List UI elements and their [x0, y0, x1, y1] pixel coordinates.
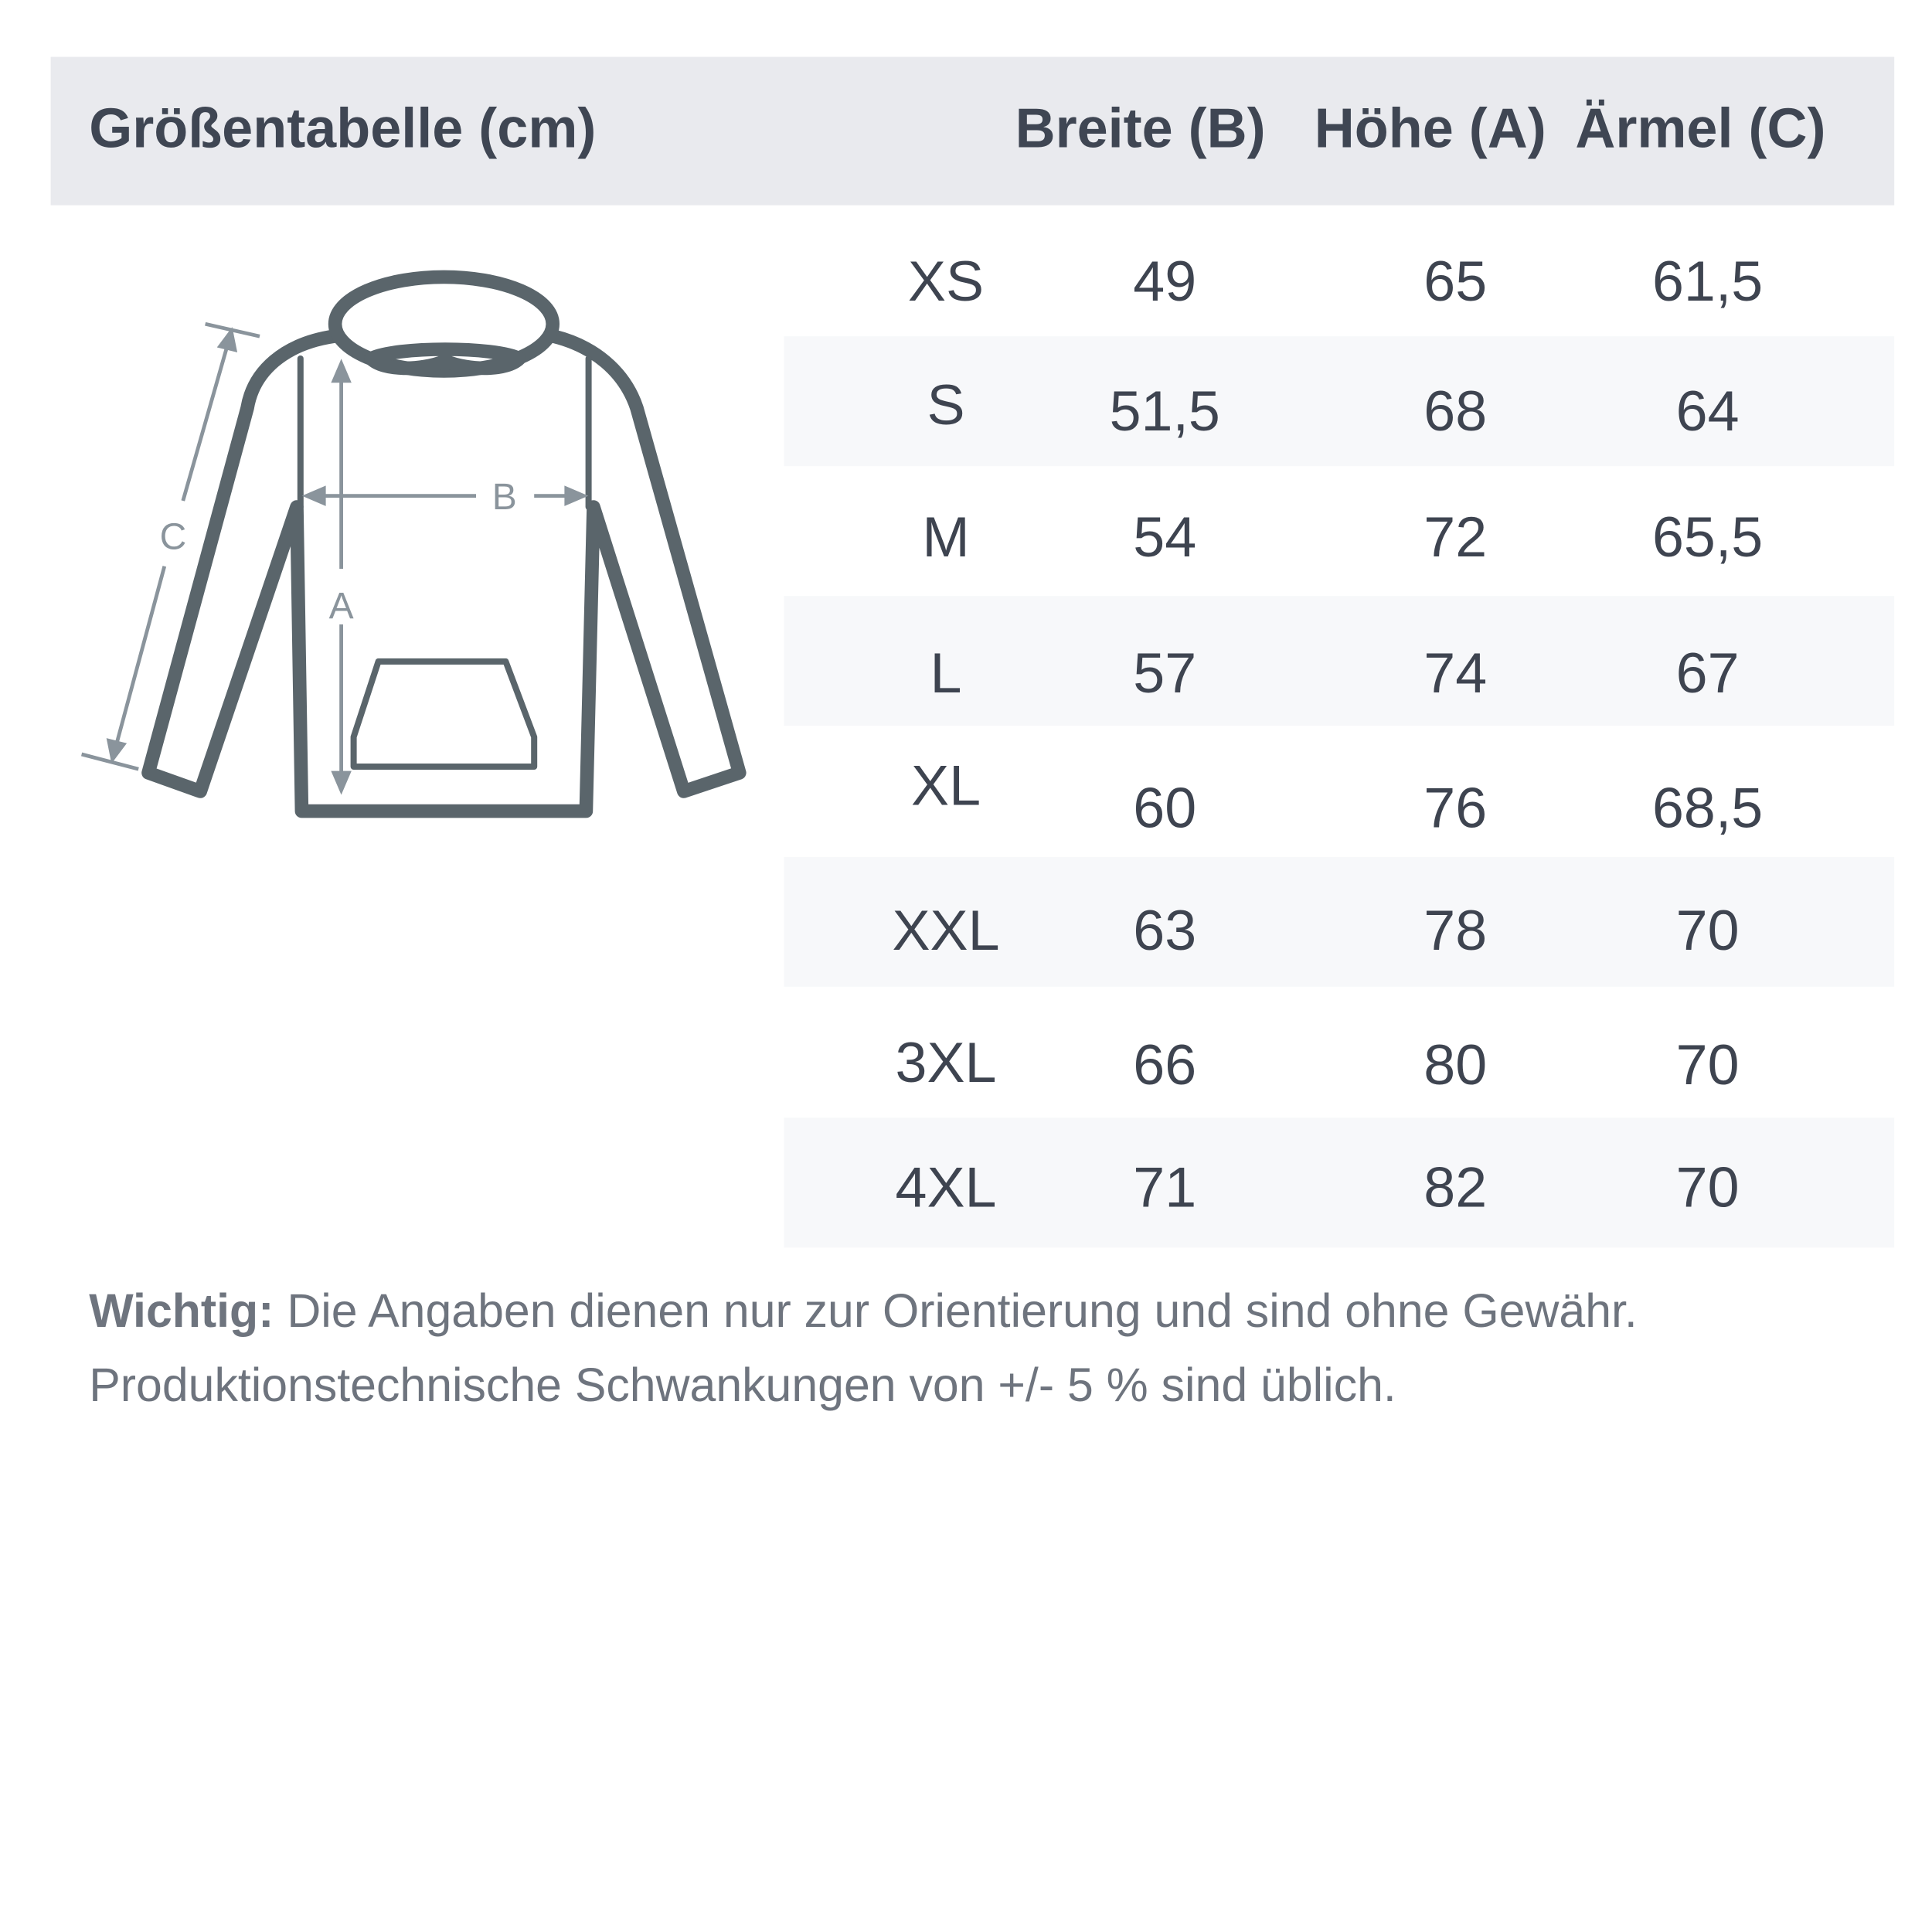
label-b: B	[492, 477, 517, 518]
cell-b: 54	[1133, 504, 1197, 569]
arrow-head	[216, 327, 238, 353]
cell-a: 80	[1423, 1032, 1488, 1097]
table-title: Größentabelle (cm)	[89, 96, 597, 160]
note-line-2: Produktionstechnische Schwankungen von +…	[89, 1360, 1396, 1413]
cell-b: 49	[1133, 248, 1197, 313]
cell-a: 76	[1423, 775, 1488, 840]
cell-b: 63	[1133, 897, 1197, 962]
hoodie-diagram: B A C	[80, 270, 747, 818]
cell-c: 65,5	[1651, 504, 1764, 569]
cell-b: 60	[1133, 775, 1197, 840]
cell-c: 70	[1675, 897, 1740, 962]
column-header-width: Breite (B)	[1015, 96, 1266, 160]
cell-c: 70	[1675, 1155, 1740, 1219]
size-label: XL	[910, 753, 981, 818]
cell-c: 61,5	[1651, 248, 1764, 313]
row-band	[784, 856, 1895, 987]
hoodie-body-outline	[141, 329, 747, 818]
size-label: M	[922, 504, 970, 569]
arrow-head	[331, 359, 352, 383]
row-band	[784, 596, 1895, 726]
cell-a: 68	[1423, 378, 1488, 443]
size-label: L	[930, 640, 962, 705]
column-header-sleeve: Ärmel (C)	[1575, 96, 1826, 160]
arrow-head	[301, 485, 326, 506]
arrow-head	[331, 770, 352, 795]
label-c: C	[160, 516, 187, 557]
cell-b: 66	[1133, 1032, 1197, 1097]
cell-b: 57	[1133, 640, 1197, 705]
cell-a: 82	[1423, 1155, 1488, 1219]
cell-a: 72	[1423, 504, 1488, 569]
cell-b: 71	[1133, 1155, 1197, 1219]
pocket-outline	[350, 658, 538, 770]
row-band	[784, 1117, 1895, 1248]
label-a: A	[329, 586, 354, 627]
cell-c: 67	[1675, 640, 1740, 705]
column-header-height: Höhe (A)	[1314, 96, 1546, 160]
row-band	[784, 336, 1895, 467]
table-header	[50, 56, 1895, 206]
note-text: Die Angaben dienen nur zur Orientierung …	[274, 1286, 1638, 1338]
cell-a: 65	[1423, 248, 1488, 313]
note-line-1: Wichtig: Die Angaben dienen nur zur Orie…	[89, 1286, 1638, 1339]
hood-inner	[364, 342, 526, 376]
arrow-head	[564, 485, 589, 506]
cell-a: 78	[1423, 897, 1488, 962]
cell-b: 51,5	[1109, 378, 1220, 443]
size-label: 3XL	[895, 1029, 997, 1094]
hood-outline	[328, 270, 560, 378]
arrow-head	[106, 738, 128, 764]
cell-c: 68,5	[1651, 775, 1764, 840]
cell-a: 74	[1423, 640, 1488, 705]
note-bold: Wichtig:	[89, 1286, 274, 1338]
cell-c: 70	[1675, 1032, 1740, 1097]
size-label: S	[927, 372, 965, 437]
cell-c: 64	[1675, 378, 1740, 443]
size-label: 4XL	[895, 1155, 997, 1219]
size-label: XS	[907, 248, 985, 313]
size-label: XXL	[892, 897, 1000, 962]
